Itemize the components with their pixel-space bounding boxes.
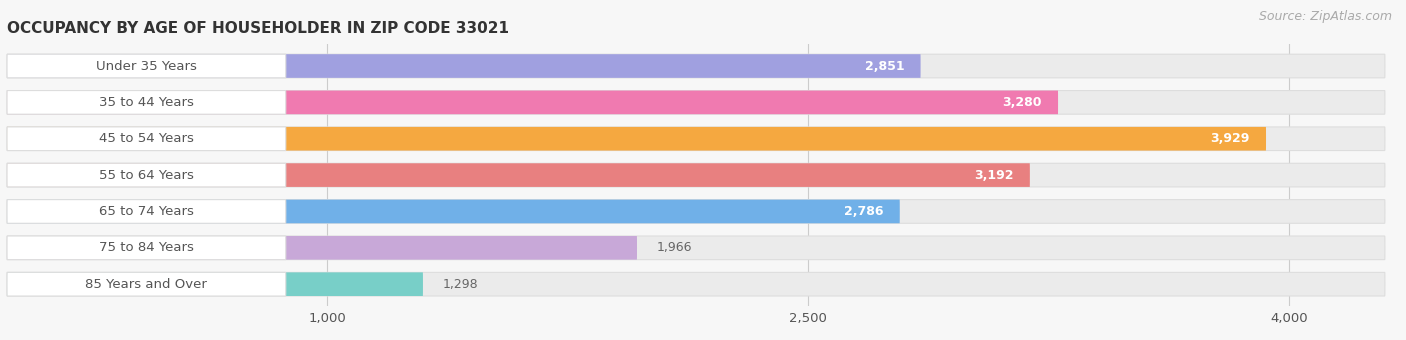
- Text: 65 to 74 Years: 65 to 74 Years: [98, 205, 194, 218]
- Text: Source: ZipAtlas.com: Source: ZipAtlas.com: [1258, 10, 1392, 23]
- Text: 35 to 44 Years: 35 to 44 Years: [98, 96, 194, 109]
- FancyBboxPatch shape: [7, 54, 285, 78]
- FancyBboxPatch shape: [7, 272, 423, 296]
- FancyBboxPatch shape: [7, 54, 921, 78]
- FancyBboxPatch shape: [7, 236, 1385, 260]
- Text: 75 to 84 Years: 75 to 84 Years: [98, 241, 194, 254]
- FancyBboxPatch shape: [7, 200, 285, 223]
- FancyBboxPatch shape: [7, 236, 637, 260]
- Text: 2,851: 2,851: [865, 59, 904, 72]
- FancyBboxPatch shape: [7, 163, 1029, 187]
- Text: 45 to 54 Years: 45 to 54 Years: [98, 132, 194, 145]
- Text: 3,280: 3,280: [1002, 96, 1042, 109]
- Text: 85 Years and Over: 85 Years and Over: [86, 278, 207, 291]
- Text: Under 35 Years: Under 35 Years: [96, 59, 197, 72]
- FancyBboxPatch shape: [7, 272, 285, 296]
- FancyBboxPatch shape: [7, 54, 1385, 78]
- FancyBboxPatch shape: [7, 163, 285, 187]
- Text: 2,786: 2,786: [844, 205, 884, 218]
- FancyBboxPatch shape: [7, 90, 285, 114]
- FancyBboxPatch shape: [7, 127, 285, 151]
- FancyBboxPatch shape: [7, 127, 1385, 151]
- FancyBboxPatch shape: [7, 200, 1385, 223]
- FancyBboxPatch shape: [7, 200, 900, 223]
- FancyBboxPatch shape: [7, 90, 1059, 114]
- FancyBboxPatch shape: [7, 236, 285, 260]
- FancyBboxPatch shape: [7, 90, 1385, 114]
- Text: 1,966: 1,966: [657, 241, 692, 254]
- Text: 55 to 64 Years: 55 to 64 Years: [98, 169, 194, 182]
- Text: OCCUPANCY BY AGE OF HOUSEHOLDER IN ZIP CODE 33021: OCCUPANCY BY AGE OF HOUSEHOLDER IN ZIP C…: [7, 21, 509, 36]
- Text: 3,929: 3,929: [1211, 132, 1250, 145]
- Text: 1,298: 1,298: [441, 278, 478, 291]
- FancyBboxPatch shape: [7, 127, 1265, 151]
- Text: 3,192: 3,192: [974, 169, 1014, 182]
- FancyBboxPatch shape: [7, 163, 1385, 187]
- FancyBboxPatch shape: [7, 272, 1385, 296]
